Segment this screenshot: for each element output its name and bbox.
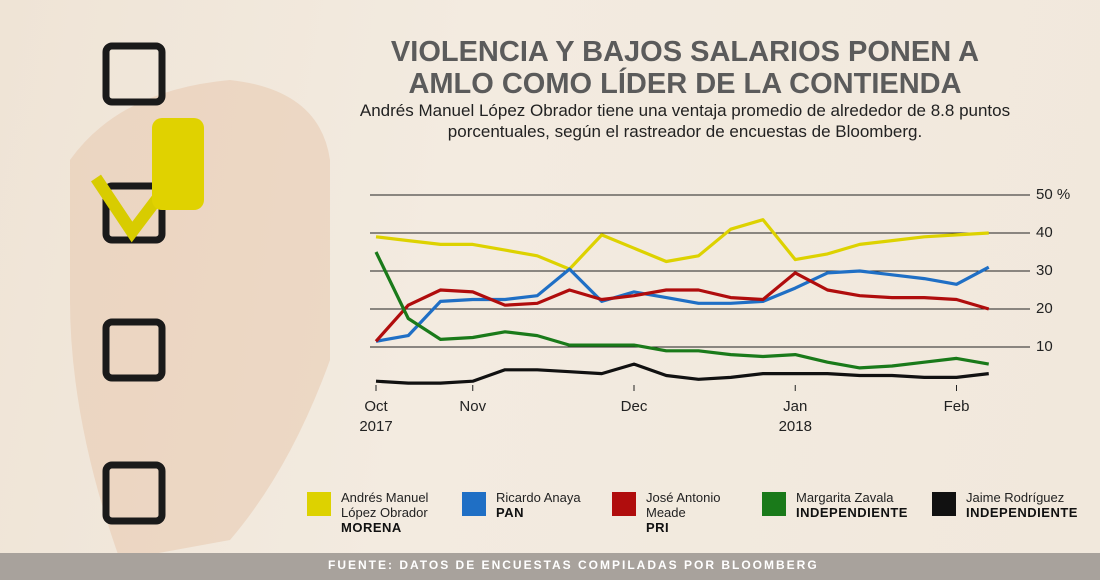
series-line [374, 271, 990, 343]
legend-swatch [462, 492, 486, 516]
decoration [70, 42, 330, 560]
x-tick-label: Feb [943, 398, 970, 415]
x-tick-label: Jan 2018 [778, 398, 812, 435]
source-note: FUENTE: DATOS DE ENCUESTAS COMPILADAS PO… [328, 558, 819, 572]
legend-swatch [762, 492, 786, 516]
y-tick-label: 30 [1036, 262, 1053, 279]
chart-title: VIOLENCIA Y BAJOS SALARIOS PONEN A AMLO … [390, 36, 980, 100]
x-tick-label: Oct 2017 [359, 398, 393, 435]
legend-party: MORENA [341, 520, 402, 535]
legend-label: Andrés Manuel López Obrador [341, 490, 429, 520]
series-line [375, 218, 989, 271]
legend-label: Jaime Rodríguez [966, 490, 1065, 505]
series-line [375, 362, 989, 385]
y-tick-label: 20 [1036, 300, 1053, 317]
legend-party: PAN [496, 505, 524, 520]
legend-swatch [612, 492, 636, 516]
x-tick-label: Dec [620, 398, 648, 415]
series-line [375, 265, 990, 343]
x-tick-label: Nov [459, 398, 487, 415]
legend-party: PRI [646, 520, 670, 535]
series-line [374, 251, 990, 370]
legend-label: Margarita Zavala [796, 490, 894, 505]
legend-label: Ricardo Anaya [496, 490, 581, 505]
footer-bar [0, 553, 1100, 580]
chart-subtitle: Andrés Manuel López Obrador tiene una ve… [359, 101, 1011, 141]
legend-party: INDEPENDIENTE [966, 505, 1078, 520]
y-tick-label: 50 % [1036, 186, 1071, 203]
y-tick-label: 10 [1036, 338, 1053, 355]
legend-label: José Antonio Meade [646, 490, 721, 520]
legend-swatch [307, 492, 331, 516]
legend-party: INDEPENDIENTE [796, 505, 908, 520]
y-tick-label: 40 [1036, 224, 1053, 241]
legend-swatch [932, 492, 956, 516]
